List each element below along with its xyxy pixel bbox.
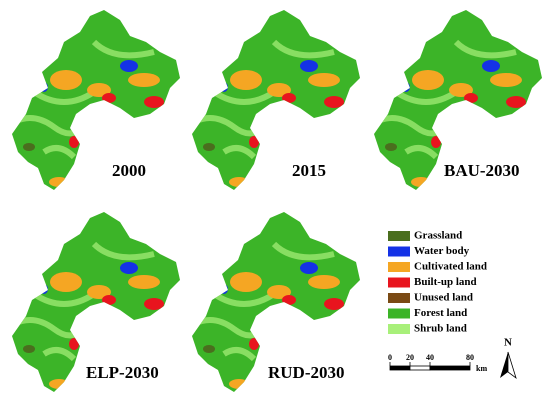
legend-label: Grassland — [414, 230, 462, 242]
legend-swatch — [388, 262, 410, 272]
scale-segment — [389, 365, 411, 371]
legend-swatch — [388, 277, 410, 288]
panel-label: 2000 — [112, 161, 146, 180]
legend-swatch — [388, 293, 410, 303]
legend-swatch — [388, 246, 410, 257]
north-arrow: N — [500, 337, 517, 380]
legend-label: Water body — [414, 245, 470, 257]
scale-label: 20 — [406, 353, 414, 362]
legend-label: Unused land — [414, 292, 473, 304]
panel-label: 2015 — [292, 161, 326, 180]
legend-label: Shrub land — [414, 323, 467, 335]
scale-label: 40 — [426, 353, 434, 362]
map-panel — [184, 2, 364, 197]
legend-label: Built-up land — [414, 276, 477, 288]
legend-label: Cultivated land — [414, 261, 487, 273]
panel-label: BAU-2030 — [444, 161, 520, 180]
legend: Grassland Water body Cultivated land Built-… — [388, 230, 487, 335]
map-panel — [4, 2, 184, 197]
panel-label: ELP-2030 — [86, 363, 159, 382]
legend-label: Forest land — [414, 307, 467, 319]
scale-segment — [409, 365, 431, 371]
panel-label: RUD-2030 — [268, 363, 345, 382]
legend-swatch — [388, 324, 410, 334]
scale-label: 80 — [466, 353, 474, 362]
scale-label: 0 — [388, 353, 392, 362]
scale-segment — [429, 365, 471, 371]
legend-swatch — [388, 308, 410, 319]
scale-unit: km — [476, 364, 487, 373]
north-label: N — [504, 337, 512, 349]
legend-swatch — [388, 231, 410, 241]
